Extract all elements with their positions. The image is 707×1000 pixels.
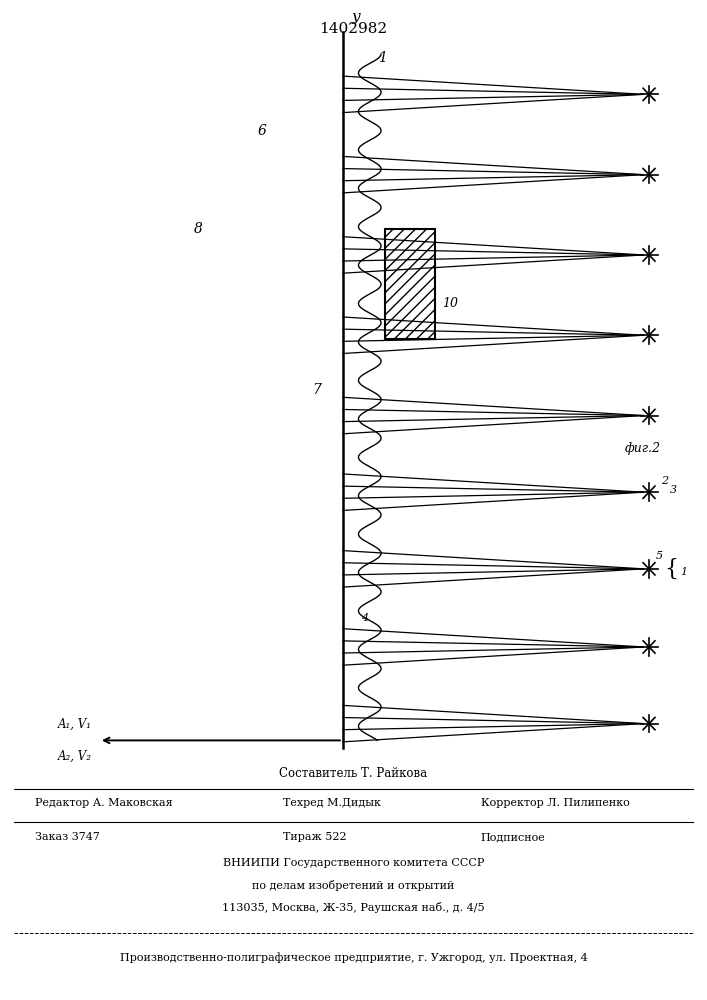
Text: A₁, V₁: A₁, V₁ xyxy=(58,718,92,731)
Text: 5: 5 xyxy=(656,551,663,561)
Text: 113035, Москва, Ж-35, Раушская наб., д. 4/5: 113035, Москва, Ж-35, Раушская наб., д. … xyxy=(222,902,485,913)
Text: Тираж 522: Тираж 522 xyxy=(283,832,346,842)
Text: 1402982: 1402982 xyxy=(320,22,387,36)
Text: Производственно-полиграфическое предприятие, г. Ужгород, ул. Проектная, 4: Производственно-полиграфическое предприя… xyxy=(119,952,588,963)
Text: 1: 1 xyxy=(378,51,387,65)
Text: Корректор Л. Пилипенко: Корректор Л. Пилипенко xyxy=(481,798,629,808)
Text: 10: 10 xyxy=(442,297,458,310)
Text: Техред М.Дидык: Техред М.Дидык xyxy=(283,798,380,808)
Text: Заказ 3747: Заказ 3747 xyxy=(35,832,100,842)
Text: 7: 7 xyxy=(312,383,322,397)
Text: 2: 2 xyxy=(661,476,668,486)
Text: по делам изобретений и открытий: по делам изобретений и открытий xyxy=(252,880,455,891)
Text: Составитель Т. Райкова: Составитель Т. Райкова xyxy=(279,767,428,780)
Bar xyxy=(385,229,435,339)
Text: y: y xyxy=(351,10,360,24)
Text: A₂, V₂: A₂, V₂ xyxy=(58,750,92,763)
Text: Редактор А. Маковская: Редактор А. Маковская xyxy=(35,798,173,808)
Text: 8: 8 xyxy=(194,222,202,236)
Text: 4: 4 xyxy=(361,613,368,623)
Text: фиг.2: фиг.2 xyxy=(625,442,661,455)
Text: 6: 6 xyxy=(257,124,266,138)
Text: ВНИИПИ Государственного комитета СССР: ВНИИПИ Государственного комитета СССР xyxy=(223,858,484,868)
Text: 1: 1 xyxy=(680,567,687,577)
Text: Подписное: Подписное xyxy=(481,832,546,842)
Text: {: { xyxy=(665,558,679,580)
Text: 3: 3 xyxy=(670,485,677,495)
